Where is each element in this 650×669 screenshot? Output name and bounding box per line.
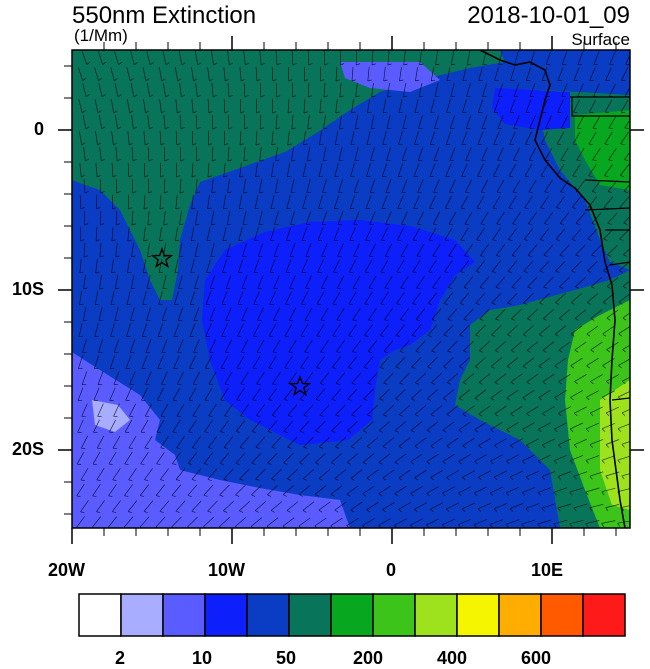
- colorbar-swatch: [204, 593, 248, 637]
- lon-label-20w: 20W: [48, 560, 86, 580]
- map-frame: [71, 49, 631, 529]
- colorbar-label: 200: [353, 648, 384, 668]
- colorbar-swatch: [288, 593, 332, 637]
- wind-barb-field: [76, 50, 630, 528]
- colorbar-label: 50: [276, 648, 297, 668]
- colorbar-label: 600: [521, 648, 552, 668]
- northeast-blue-patch: [492, 88, 570, 130]
- station-marker-star: [288, 374, 312, 397]
- colorbar-swatch: [540, 593, 584, 637]
- country-border: [570, 96, 630, 401]
- colorbar-swatch: [78, 593, 122, 637]
- axis-ticks: [58, 36, 644, 544]
- station-marker-star: [150, 246, 174, 269]
- minor-ticks: [64, 42, 617, 536]
- colorbar-swatch: [582, 593, 626, 637]
- colorbar-swatch: [120, 593, 164, 637]
- colorbar-label: 10: [192, 648, 213, 668]
- colorbar-label: 400: [437, 648, 468, 668]
- colorbar-swatch: [414, 593, 458, 637]
- colorbar-swatch: [330, 593, 374, 637]
- lon-label-0: 0: [386, 560, 397, 580]
- lat-label-0: 0: [33, 119, 44, 139]
- colorbar-swatch: [162, 593, 206, 637]
- lon-label-10e: 10E: [531, 560, 564, 580]
- valid-time: 2018-10-01_09: [467, 2, 630, 29]
- northern-low-extinction-patch: [340, 62, 440, 92]
- level-label: Surface: [571, 30, 630, 49]
- lat-label-20s: 20S: [11, 439, 44, 459]
- lat-label-10s: 10S: [11, 279, 44, 299]
- colorbar-swatch: [372, 593, 416, 637]
- units-label: (1/Mm): [74, 26, 128, 45]
- lon-label-10w: 10W: [208, 560, 246, 580]
- colorbar-swatch: [498, 593, 542, 637]
- map-panel: [72, 50, 630, 528]
- northeast-high-extinction: [575, 110, 630, 190]
- colorbar-label: 2: [115, 648, 126, 668]
- low-extinction-central-region: [202, 220, 475, 445]
- coastline: [479, 50, 626, 528]
- plot-title: 550nm Extinction: [72, 2, 257, 29]
- low-extinction-southwest: [72, 352, 350, 528]
- colorbar: [78, 593, 626, 637]
- high-extinction-plume-north: [72, 50, 505, 300]
- colorbar-swatch: [246, 593, 290, 637]
- colorbar-swatch: [456, 593, 500, 637]
- wind-barbs: [76, 50, 630, 528]
